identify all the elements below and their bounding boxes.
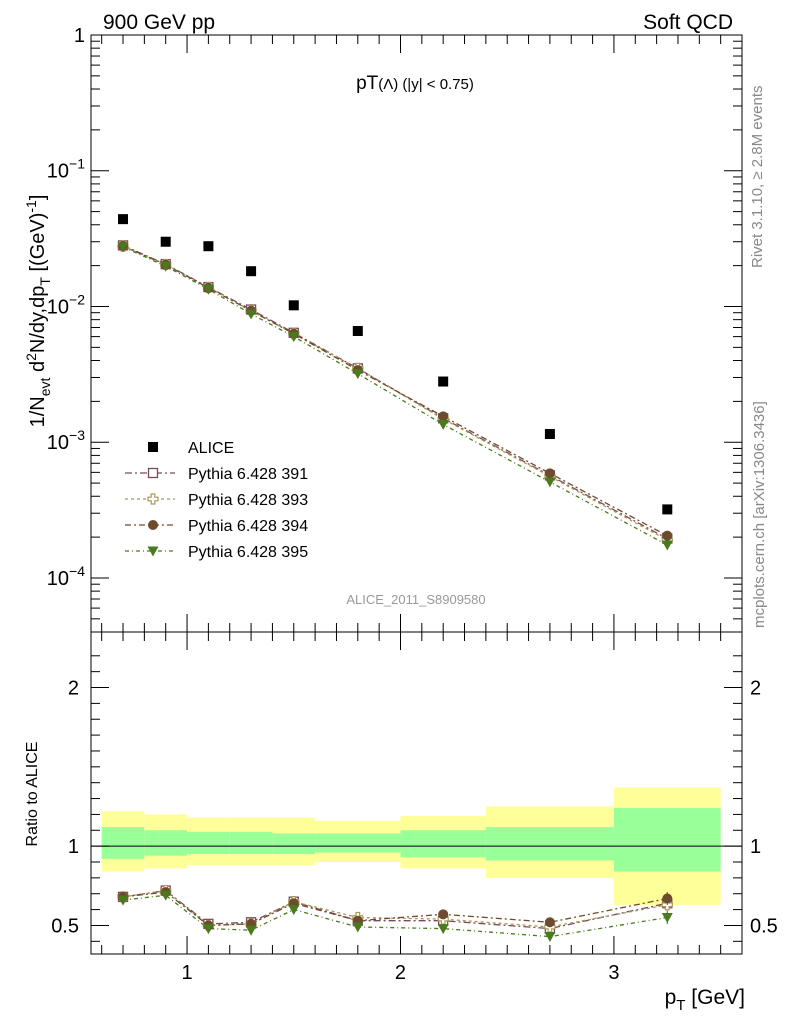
main-ticks: 1 10−1 10−2 10−3 10−4 bbox=[47, 25, 742, 633]
mc-point bbox=[117, 242, 129, 253]
x-tick-label: 1 bbox=[181, 962, 192, 984]
mc-point bbox=[352, 369, 364, 380]
ratio-point bbox=[202, 924, 214, 935]
legend-marker bbox=[147, 546, 159, 557]
mc-point bbox=[438, 411, 449, 422]
data-point bbox=[288, 300, 299, 311]
rivet-label: Rivet 3.1.10, ≥ 2.8M events bbox=[749, 86, 766, 269]
ratio-y-tick-label-left: 2 bbox=[68, 678, 79, 700]
ratio-y-tick-label-left: 0.5 bbox=[51, 915, 79, 937]
data-point bbox=[662, 504, 673, 515]
legend-marker bbox=[148, 442, 158, 452]
legend-marker bbox=[148, 520, 158, 530]
ratio-y-tick-label-right: 1 bbox=[750, 836, 761, 858]
chart-title: pT(Λ) (|y| < 0.75) bbox=[356, 73, 474, 94]
legend-marker bbox=[147, 493, 159, 505]
legend: ALICE Pythia 6.428 391 Pythia 6.428 393 Pyt… bbox=[125, 440, 308, 561]
ratio-point bbox=[352, 922, 364, 933]
uncertainty-band-inner bbox=[101, 827, 145, 859]
main-y-tick-label: 10−3 bbox=[47, 427, 85, 454]
legend-label: Pythia 6.428 394 bbox=[188, 518, 308, 535]
mc-point bbox=[245, 309, 257, 320]
data-point bbox=[160, 236, 171, 247]
ratio-point bbox=[117, 895, 129, 906]
analysis-label: ALICE_2011_S8909580 bbox=[346, 592, 485, 607]
ratio-ticks: 0.5 0.5 1 1 2 2 1 2 3 bbox=[51, 632, 778, 984]
mc-point bbox=[202, 284, 214, 295]
ratio-point bbox=[661, 913, 673, 924]
ratio-bands bbox=[101, 787, 721, 905]
title-main: pT bbox=[356, 73, 379, 94]
uncertainty-band-inner bbox=[400, 830, 486, 858]
ratio-y-tick-label-right: 0.5 bbox=[750, 915, 778, 937]
ratio-y-axis-label: Ratio to ALICE bbox=[24, 742, 41, 847]
uncertainty-band-inner bbox=[187, 831, 230, 855]
ratio-point bbox=[160, 890, 172, 901]
data-point bbox=[544, 428, 555, 439]
mc-point bbox=[662, 530, 673, 541]
ratio-point bbox=[437, 924, 449, 935]
mc-point bbox=[437, 420, 449, 431]
main-y-tick-label: 10−4 bbox=[47, 563, 85, 590]
x-axis-label: pT [GeV] bbox=[665, 986, 745, 1014]
legend-label: Pythia 6.428 393 bbox=[188, 492, 308, 509]
legend-label: ALICE bbox=[188, 440, 234, 457]
main-y-tick-label: 10−2 bbox=[47, 291, 85, 318]
ratio-y-tick-label-left: 1 bbox=[68, 836, 79, 858]
uncertainty-band-inner bbox=[229, 831, 273, 855]
data-point bbox=[352, 325, 363, 336]
ratio-point bbox=[438, 909, 449, 920]
main-frame bbox=[90, 34, 743, 633]
uncertainty-band-inner bbox=[315, 833, 401, 853]
mc-point bbox=[160, 261, 172, 272]
ratio-series-line bbox=[122, 894, 668, 938]
ratio-point bbox=[662, 893, 673, 904]
data-point bbox=[438, 376, 449, 387]
ratio-series-lines bbox=[122, 889, 668, 938]
ratio-panel: 0.5 0.5 1 1 2 2 1 2 3 Ratio to ALICE pT [GeV] bbox=[24, 631, 778, 1014]
title-particle: (Λ) bbox=[378, 76, 398, 93]
uncertainty-band-inner bbox=[613, 808, 721, 872]
legend-marker bbox=[147, 467, 159, 479]
legend-label: Pythia 6.428 395 bbox=[188, 544, 308, 561]
mc-point bbox=[544, 468, 555, 479]
main-y-tick-label: 1 bbox=[74, 25, 85, 47]
ratio-point bbox=[544, 917, 555, 928]
uncertainty-band-inner bbox=[272, 833, 316, 855]
x-tick-label: 2 bbox=[395, 962, 406, 984]
header-right-label: Soft QCD bbox=[643, 11, 733, 34]
main-series-line bbox=[122, 246, 668, 546]
ratio-markers bbox=[117, 884, 673, 943]
main-y-axis-label: 1/Nevt d2N/dy,dpT [(GeV)-1] bbox=[23, 195, 53, 428]
uncertainty-band-inner bbox=[485, 827, 614, 861]
legend-label: Pythia 6.428 391 bbox=[188, 466, 308, 483]
ratio-series-line bbox=[122, 889, 668, 928]
header-left-label: 900 GeV pp bbox=[103, 11, 215, 34]
title-cut: (|y| < 0.75) bbox=[402, 76, 474, 93]
ratio-point bbox=[245, 925, 257, 936]
data-point bbox=[203, 241, 214, 252]
ratio-point bbox=[288, 905, 300, 916]
main-markers bbox=[117, 214, 673, 551]
ratio-y-tick-label-right: 2 bbox=[750, 678, 761, 700]
data-point bbox=[118, 214, 129, 225]
data-point bbox=[246, 266, 257, 277]
mc-point bbox=[288, 332, 300, 343]
main-y-tick-label: 10−1 bbox=[47, 156, 85, 183]
main-panel: 1 10−1 10−2 10−3 10−4 pT(Λ) (|y| < 0.75) ALIC… bbox=[23, 25, 743, 633]
mc-point bbox=[544, 477, 556, 488]
ratio-point bbox=[544, 932, 556, 943]
mc-point bbox=[661, 540, 673, 551]
ratio-frame bbox=[90, 631, 743, 955]
x-tick-label: 3 bbox=[608, 962, 619, 984]
uncertainty-band-inner bbox=[144, 830, 188, 856]
mcplots-label: mcplots.cern.ch [arXiv:1306.3436] bbox=[751, 401, 768, 628]
